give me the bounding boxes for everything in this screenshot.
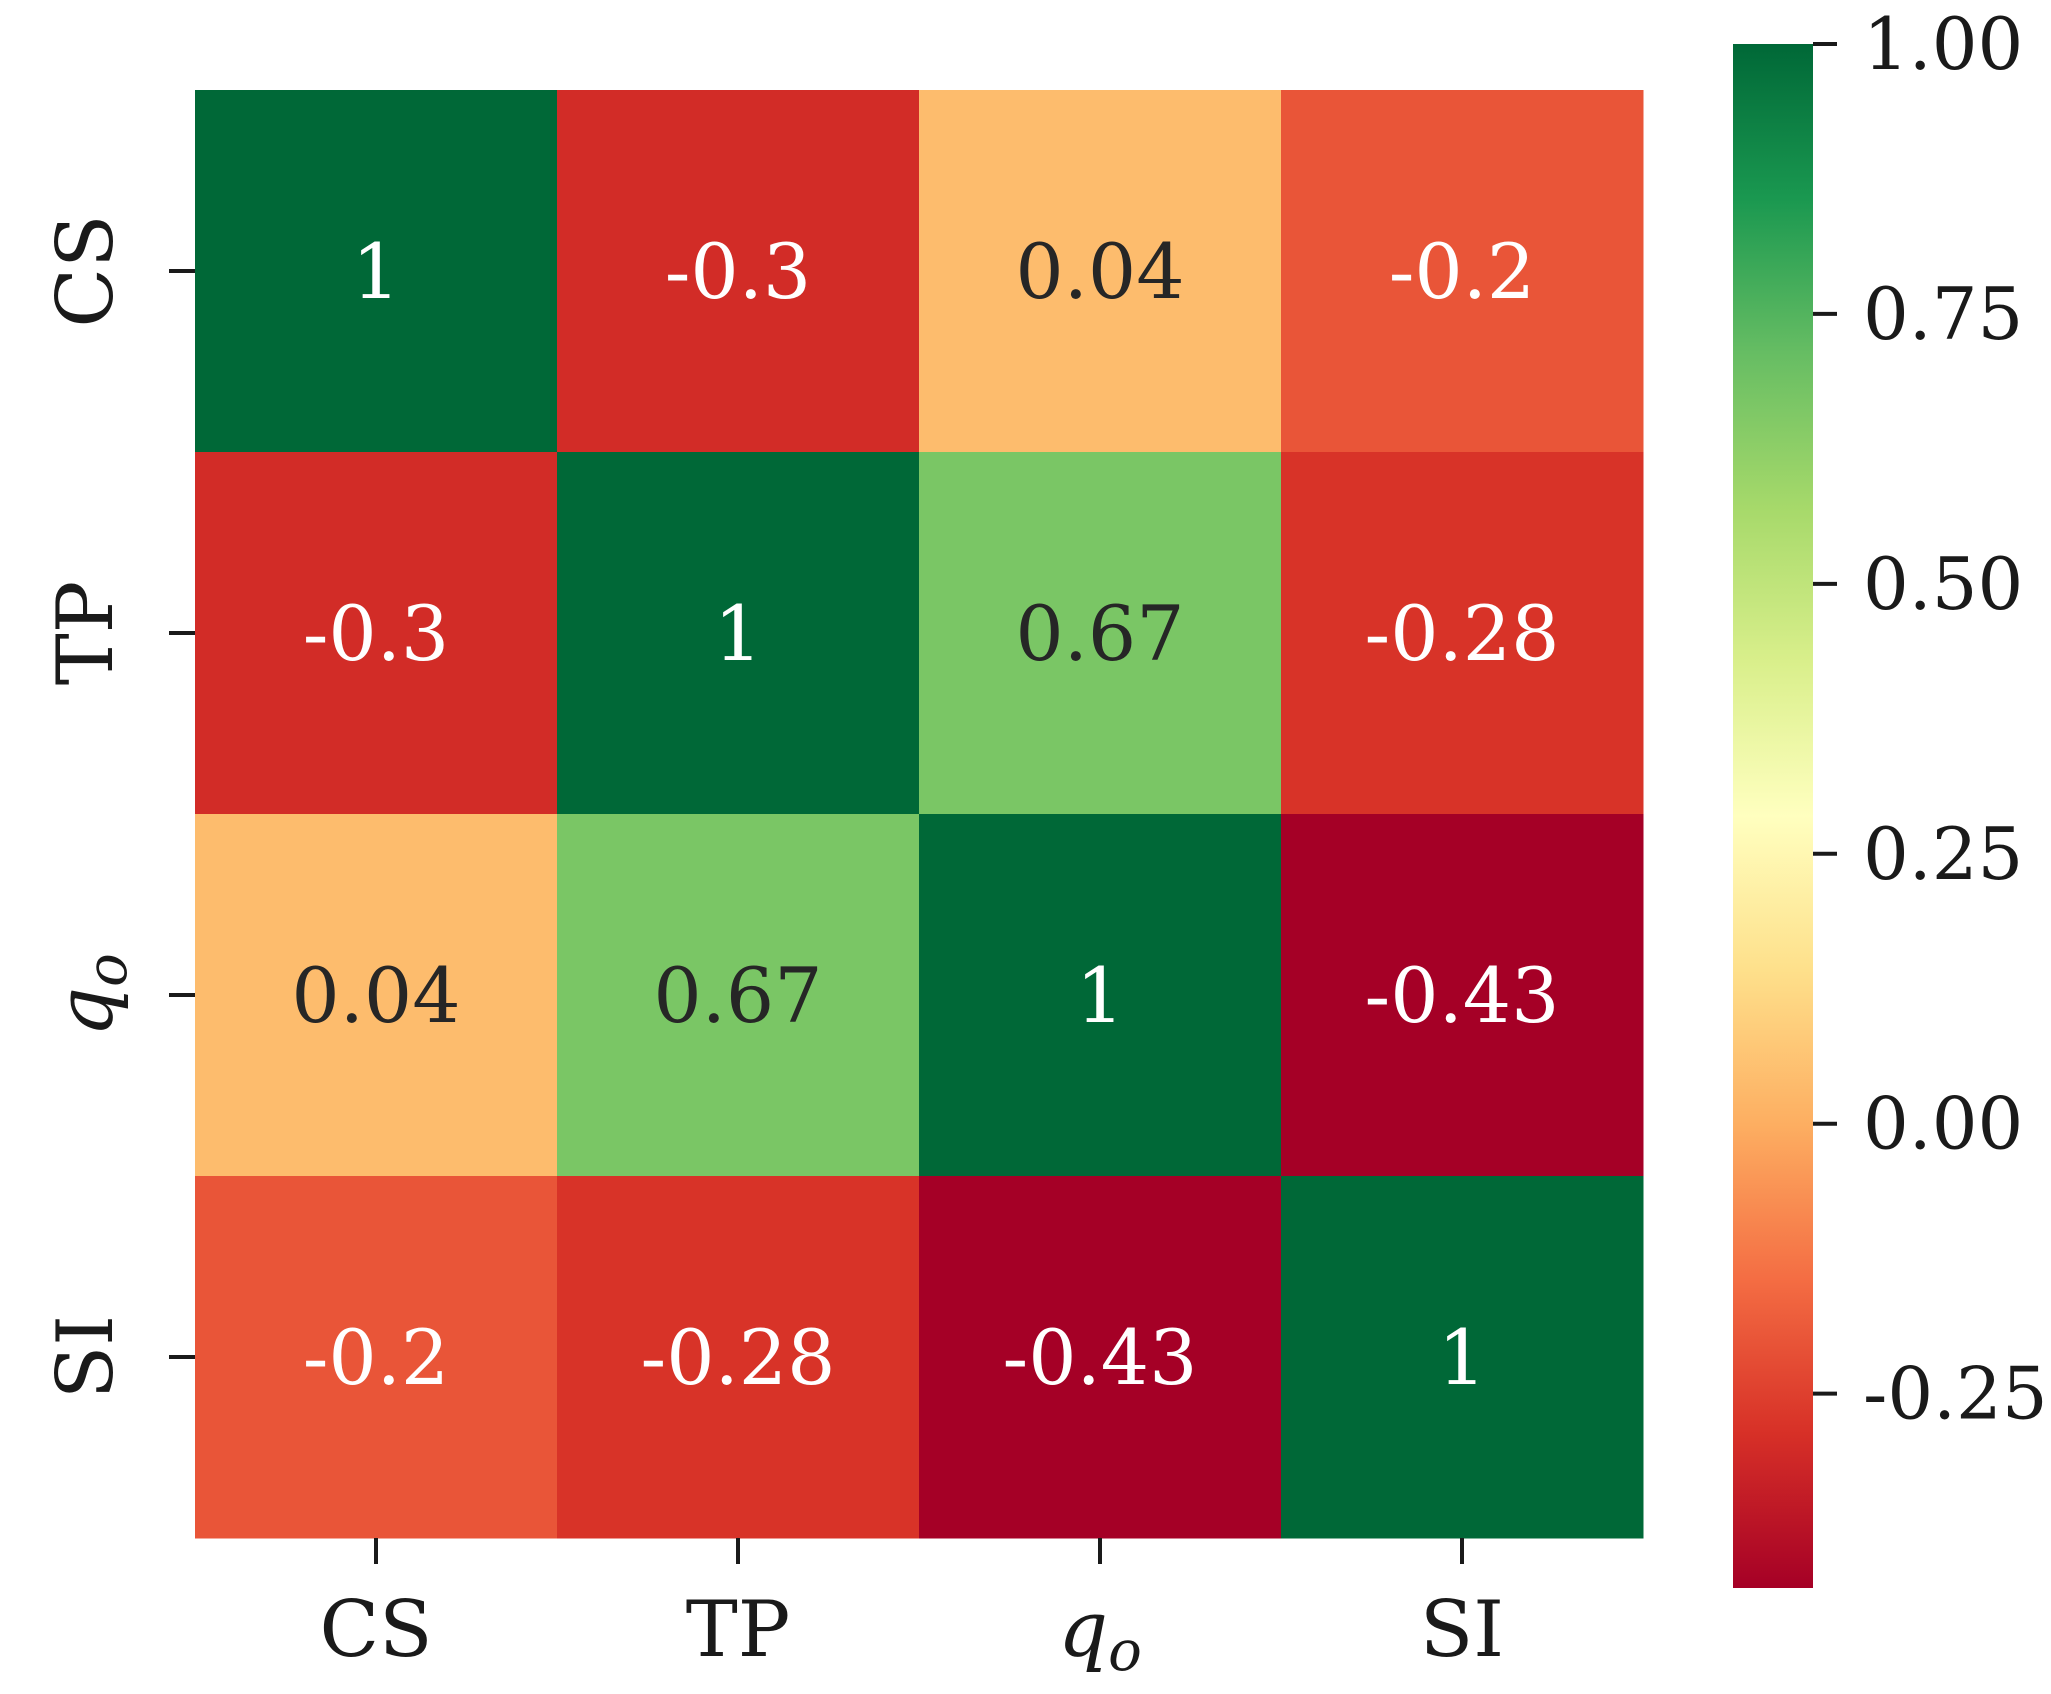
heatmap-cell-r3-c3	[1281, 1176, 1644, 1539]
colorbar	[1733, 44, 1813, 1588]
heatmap-cell-r2-c1	[557, 814, 920, 1177]
colorbar-tick-label: 0.25	[1863, 812, 2023, 896]
cell-value-label: 1	[352, 227, 400, 316]
heatmap-cell-r2-c2	[919, 814, 1282, 1177]
cell-value-label: 0.67	[653, 951, 822, 1040]
label-subscript: o	[75, 953, 140, 987]
cell-value-label: -0.43	[1003, 1313, 1198, 1402]
cell-value-label: -0.3	[303, 589, 450, 678]
heatmap-cell-r3-c0	[195, 1176, 558, 1539]
heatmap-cell-r1-c0	[195, 452, 558, 815]
cell-value-label: 0.04	[1015, 227, 1184, 316]
cell-value-label: -0.2	[1389, 227, 1536, 316]
label-base: q	[41, 987, 131, 1037]
heatmap-cell-r1-c1	[557, 452, 920, 815]
colorbar-tick-label: 0.75	[1863, 272, 2023, 356]
cell-value-label: 1	[1438, 1313, 1486, 1402]
colorbar-tick-label: -0.25	[1863, 1352, 2048, 1436]
cell-value-label: -0.28	[1365, 589, 1560, 678]
cell-value-label: 0.04	[291, 951, 460, 1040]
heatmap-cell-r3-c1	[557, 1176, 920, 1539]
heatmap-cell-r1-c2	[919, 452, 1282, 815]
heatmap-cell-r2-c0	[195, 814, 558, 1177]
heatmap-cell-r0-c2	[919, 90, 1282, 453]
heatmap-cell-r2-c3	[1281, 814, 1644, 1177]
heatmap-cell-r0-c1	[557, 90, 920, 453]
colorbar-tick-label: 0.50	[1863, 542, 2023, 626]
label-base: q	[1058, 1585, 1108, 1675]
x-tick-label: TP	[686, 1585, 791, 1675]
cell-value-label: -0.3	[665, 227, 812, 316]
cell-value-label: 0.67	[1015, 589, 1184, 678]
y-tick-label: SI	[41, 1315, 131, 1399]
x-tick-label: SI	[1420, 1585, 1504, 1675]
cell-value-label: -0.28	[641, 1313, 836, 1402]
x-tick-label: CS	[319, 1585, 432, 1675]
cell-value-label: -0.43	[1365, 951, 1560, 1040]
heatmap-cell-r1-c3	[1281, 452, 1644, 815]
cell-value-label: 1	[714, 589, 762, 678]
cell-value-label: 1	[1076, 951, 1124, 1040]
heatmap-cell-r0-c3	[1281, 90, 1644, 453]
y-tick-label: CS	[41, 214, 131, 327]
heatmap-cell-r0-c0	[195, 90, 558, 453]
y-tick-label: TP	[41, 581, 131, 686]
colorbar-tick-label: 0.00	[1863, 1082, 2023, 1166]
heatmap-cell-r3-c2	[919, 1176, 1282, 1539]
x-tick-label: qo	[1058, 1585, 1142, 1684]
label-subscript: o	[1108, 1619, 1142, 1684]
cell-value-label: -0.2	[303, 1313, 450, 1402]
y-tick-label: qo	[41, 953, 140, 1037]
colorbar-tick-label: 1.00	[1863, 2, 2023, 86]
